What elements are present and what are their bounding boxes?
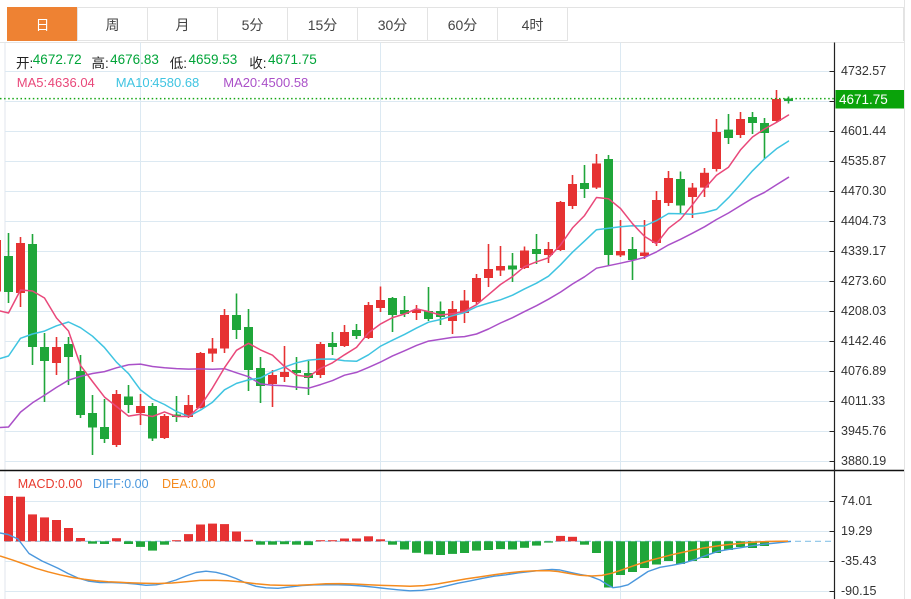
svg-text:3945.76: 3945.76	[841, 424, 886, 438]
svg-text:4142.46: 4142.46	[841, 334, 886, 348]
svg-text:4470.30: 4470.30	[841, 184, 886, 198]
svg-text:4601.44: 4601.44	[841, 124, 886, 138]
svg-text:-90.15: -90.15	[841, 584, 876, 598]
svg-text:-35.43: -35.43	[841, 554, 876, 568]
svg-text:4404.73: 4404.73	[841, 214, 886, 228]
svg-text:4732.57: 4732.57	[841, 64, 886, 78]
svg-text:4076.89: 4076.89	[841, 364, 886, 378]
svg-text:4208.03: 4208.03	[841, 304, 886, 318]
svg-text:4339.17: 4339.17	[841, 244, 886, 258]
svg-text:4011.33: 4011.33	[841, 394, 885, 408]
svg-text:4671.75: 4671.75	[839, 92, 888, 107]
svg-text:19.29: 19.29	[841, 524, 872, 538]
svg-text:3880.19: 3880.19	[841, 454, 886, 468]
svg-text:4535.87: 4535.87	[841, 154, 886, 168]
svg-text:74.01: 74.01	[841, 494, 872, 508]
svg-text:4273.60: 4273.60	[841, 274, 886, 288]
